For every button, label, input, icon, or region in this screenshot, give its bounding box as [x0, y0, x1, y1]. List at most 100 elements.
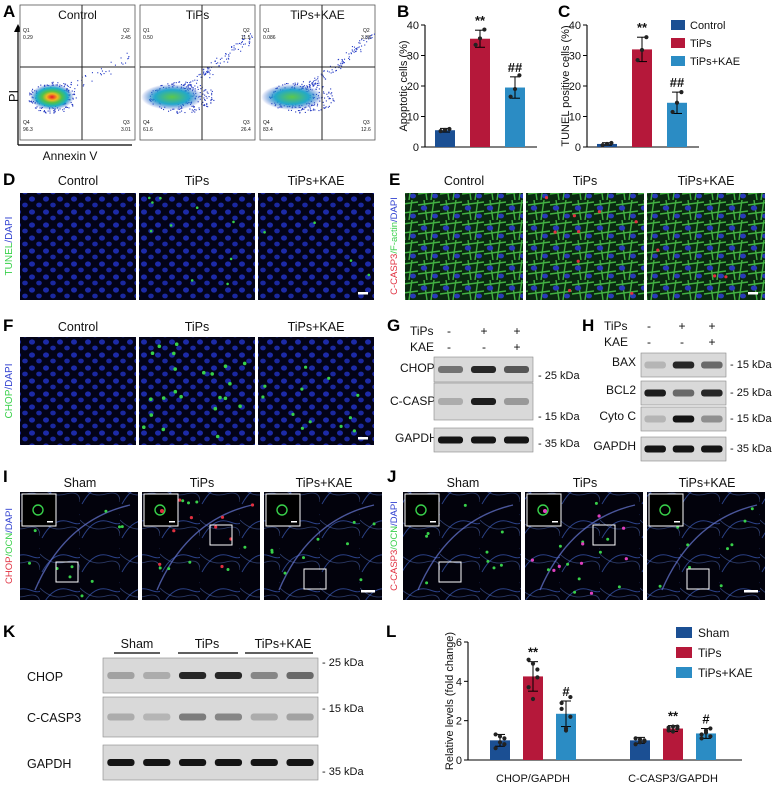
- flow-dot: [240, 43, 242, 45]
- flow-plot-title: TiPs+KAE: [290, 8, 345, 22]
- chop-positive-dot: [172, 351, 176, 356]
- blot-k-band: [143, 713, 171, 721]
- tunel-positive-dot: [151, 201, 154, 204]
- bone-chop-cell-signal: [188, 560, 192, 564]
- kda-marker: - 15 kDa: [538, 411, 580, 423]
- flow-dot: [335, 69, 337, 71]
- bone-chop-cell-signal: [302, 556, 305, 560]
- bone-chop-positive-signal: [158, 562, 162, 566]
- flow-dot: [314, 77, 316, 79]
- y-tick-label: 6: [456, 637, 462, 649]
- chop-positive-dot: [300, 426, 304, 430]
- flow-dot: [229, 52, 231, 54]
- blot-k-band: [250, 672, 278, 679]
- flow-dot: [72, 105, 74, 107]
- blot-label-ccasp3: C-CASP3: [390, 394, 442, 408]
- bone-casp3-side-label-part: /OCN: [389, 526, 400, 550]
- flow-dot: [248, 41, 250, 43]
- category-axis-label: C-CASP3/GAPDH: [628, 773, 718, 785]
- flow-dot: [370, 37, 372, 39]
- flow-dot: [200, 76, 202, 78]
- flow-dot: [178, 81, 180, 83]
- flow-dot: [211, 94, 213, 96]
- flow-dot: [368, 36, 370, 38]
- flow-dot: [206, 97, 208, 99]
- casp3-positive-dot: [553, 230, 557, 234]
- bone-casp3-cell-signal: [500, 530, 504, 534]
- flow-dot: [208, 96, 210, 98]
- blot-k-band: [178, 672, 207, 679]
- flow-dot: [227, 61, 229, 63]
- flow-dot: [237, 48, 239, 50]
- blot-label: Cyto C: [599, 409, 636, 423]
- flow-dot: [100, 74, 102, 76]
- casp3-positive-dot: [630, 291, 634, 295]
- blot-k-band: [178, 713, 207, 721]
- flow-dot: [205, 89, 207, 91]
- blot-k-band: [250, 713, 278, 721]
- flow-dot: [364, 44, 366, 46]
- flow-dot: [370, 35, 372, 37]
- bar: [523, 676, 543, 760]
- chop-positive-dot: [223, 396, 228, 401]
- flow-dot: [209, 73, 211, 75]
- inset-scale-bar: [552, 521, 558, 523]
- blot-h-band: [701, 415, 723, 423]
- bone-chop-cell-signal: [90, 579, 94, 583]
- data-point: [637, 737, 643, 742]
- flow-dot: [206, 103, 208, 105]
- y-axis-title: Apoptotic cells (%): [398, 40, 410, 131]
- flow-dot: [210, 99, 212, 101]
- flow-dot: [308, 81, 310, 83]
- flow-dot: [328, 105, 330, 107]
- bone-casp3-inset-cell: [659, 504, 671, 516]
- flow-quadrant-tag: Q1: [143, 28, 150, 34]
- flow-dot: [233, 49, 235, 51]
- chop-side-label: CHOP/DAPI: [4, 363, 15, 418]
- chop-side-label-part: CHOP: [4, 389, 15, 418]
- treatment-row-label: KAE: [604, 335, 628, 349]
- flow-dot: [204, 94, 206, 96]
- flow-dot: [342, 62, 344, 64]
- flow-dot: [248, 43, 250, 45]
- flow-plot-title: Control: [58, 8, 97, 22]
- bone-casp3-cell-signal: [688, 565, 691, 569]
- flow-dot: [207, 71, 209, 73]
- flow-plot-title: TiPs: [186, 8, 210, 22]
- flow-dot: [43, 110, 45, 112]
- flow-dot: [188, 84, 190, 86]
- data-point: [679, 90, 684, 95]
- data-point: [526, 657, 531, 662]
- flow-dot: [241, 41, 243, 43]
- chop-column-title: TiPs: [185, 320, 210, 334]
- flow-dot: [100, 73, 102, 75]
- flow-dot: [331, 95, 333, 97]
- flow-dot: [327, 70, 329, 72]
- casp3-positive-dot: [597, 210, 602, 214]
- legend-label: TiPs+KAE: [698, 666, 753, 680]
- flow-dot: [352, 50, 354, 52]
- bone-casp3-column-title: TiPs: [573, 476, 598, 490]
- flow-quadrant-value: 12.6: [361, 127, 371, 133]
- flow-dot: [63, 108, 65, 110]
- bone-chop-positive-signal: [178, 498, 182, 502]
- flow-dot: [314, 109, 316, 111]
- blot-h-band: [672, 389, 695, 397]
- chop-positive-dot: [215, 434, 220, 439]
- flow-dot: [332, 99, 334, 101]
- flow-dot: [368, 38, 370, 40]
- bone-casp3-cell-signal: [617, 585, 621, 589]
- flow-dot: [206, 67, 208, 69]
- flow-dot: [189, 82, 191, 84]
- flow-dot: [195, 109, 197, 111]
- legend-swatch: [671, 38, 685, 48]
- flow-dot: [357, 47, 359, 49]
- flow-dot: [295, 111, 297, 113]
- flow-dot: [47, 110, 49, 112]
- flow-dot: [91, 72, 93, 74]
- flow-dot: [299, 111, 301, 113]
- flow-dot: [334, 67, 336, 69]
- blot-k-band: [286, 759, 314, 766]
- data-point: [637, 740, 643, 745]
- flow-dot: [365, 38, 367, 40]
